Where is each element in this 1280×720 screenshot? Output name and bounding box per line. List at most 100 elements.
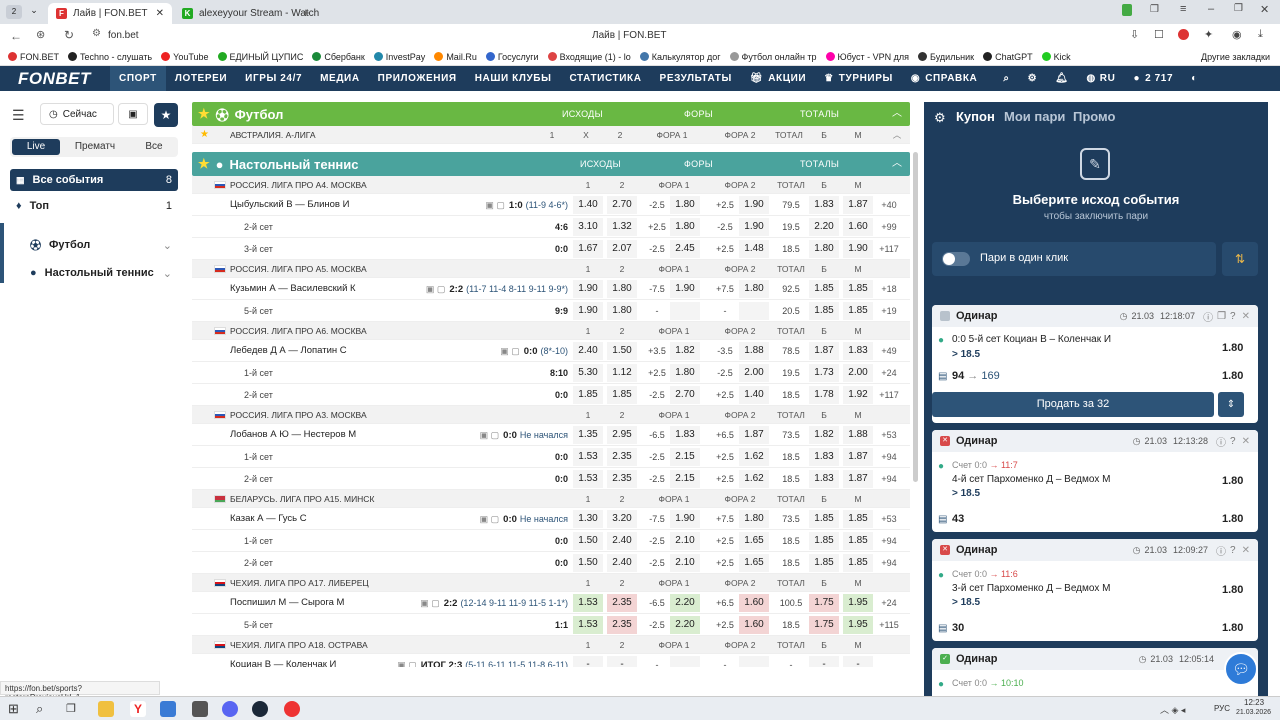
odd-cell[interactable]: 1.85: [843, 510, 873, 528]
more-markets[interactable]: +115: [879, 620, 899, 630]
clock-date[interactable]: 21.03.2026: [1236, 709, 1272, 716]
bet-card[interactable]: ✓ Одинар ◷ 21.03 12:05:14 ● Счет 0:0 → 1…: [932, 648, 1258, 700]
odd-cell[interactable]: 1.40: [573, 196, 603, 214]
odd-cell[interactable]: 1.40: [739, 386, 769, 404]
sub-row[interactable]: 1-й сет 0:0 1.53 2.35 -2.5 2.15 +2.5 1.62 18.5 1.…: [192, 446, 910, 468]
one-click-toggle[interactable]: [942, 252, 970, 266]
sub-row[interactable]: 2-й сет 0:0 1.53 2.35 -2.5 2.15 +2.5 1.62 18.5 1.…: [192, 468, 910, 490]
odd-cell[interactable]: 1.90: [573, 280, 603, 298]
sidebar-item-top[interactable]: ♦ Топ 1: [10, 195, 178, 217]
odd-cell[interactable]: 1.80: [670, 218, 700, 236]
nav-tournaments[interactable]: ♛ ТУРНИРЫ: [824, 73, 893, 84]
window-restore-icon[interactable]: ❐: [1150, 4, 1159, 15]
tab-list-chevron-icon[interactable]: ⌄: [30, 5, 38, 15]
odd-cell[interactable]: 2.15: [670, 470, 700, 488]
bookmark-item[interactable]: Mail.Ru: [434, 52, 477, 62]
odd-cell[interactable]: 2.15: [670, 448, 700, 466]
bookmark-icon[interactable]: ☐: [1154, 29, 1164, 41]
more-markets[interactable]: +94: [881, 558, 897, 568]
more-markets[interactable]: +117: [879, 390, 899, 400]
odd-cell[interactable]: 1.95: [843, 594, 873, 612]
nav-sport[interactable]: СПОРТ: [110, 66, 166, 91]
match-row[interactable]: Лебедев Д А — Лопатин С ▣ ▢ 0:0 (8*-10) 2.40…: [192, 340, 910, 362]
match-name[interactable]: Цыбульский В — Блинов И: [230, 199, 350, 210]
bookmark-item[interactable]: InvestPay: [373, 52, 425, 62]
odd-cell[interactable]: 1.85: [809, 510, 839, 528]
bookmark-item[interactable]: Kick: [1041, 52, 1071, 62]
keyboard-lang[interactable]: РУС: [1214, 704, 1231, 713]
bookmark-item[interactable]: YouTube: [161, 52, 209, 62]
col-outcomes[interactable]: ИСХОДЫ: [580, 159, 621, 169]
odd-cell[interactable]: 2.35: [607, 594, 637, 612]
extensions-icon[interactable]: ✦: [1204, 29, 1214, 41]
account-icon[interactable]: ◐: [1191, 73, 1198, 84]
odd-cell[interactable]: 1.95: [843, 616, 873, 634]
odd-cell[interactable]: 1.53: [573, 448, 603, 466]
nav-statistics[interactable]: СТАТИСТИКА: [569, 73, 642, 84]
odd-cell[interactable]: 1.53: [573, 594, 603, 612]
odd-cell[interactable]: 1.90: [739, 196, 769, 214]
odd-cell[interactable]: 1.12: [607, 364, 637, 382]
odd-cell[interactable]: 1.83: [670, 426, 700, 444]
more-markets[interactable]: +117: [879, 244, 899, 254]
chevron-down-icon[interactable]: ⌄: [162, 239, 172, 252]
odd-cell[interactable]: 1.83: [809, 448, 839, 466]
odd-cell[interactable]: 1.30: [573, 510, 603, 528]
file-explorer-icon[interactable]: [98, 701, 114, 717]
match-name[interactable]: Лобанов А Ю — Нестеров М: [230, 429, 357, 440]
more-markets[interactable]: +24: [881, 598, 897, 608]
odd-cell[interactable]: 1.90: [670, 510, 700, 528]
balance[interactable]: ● 2 717: [1133, 73, 1174, 84]
stream-icon[interactable]: ▣ ▢: [479, 430, 500, 440]
task-view-icon[interactable]: ❐: [66, 703, 76, 715]
odd-cell[interactable]: 2.20: [670, 616, 700, 634]
odd-cell[interactable]: 1.85: [843, 280, 873, 298]
bet-card[interactable]: ✕ Одинар ◷ 21.03 12:13:28 ⓘ ? ✕ ● Счет 0…: [932, 430, 1258, 532]
match-row[interactable]: Поспишил М — Сырога М ▣ ▢ 2:2 (12-14 9-11 1…: [192, 592, 910, 614]
odd-cell[interactable]: 1.50: [573, 554, 603, 572]
collapse-icon[interactable]: ︿: [892, 108, 903, 119]
bookmark-item[interactable]: Юбуст - VPN для: [825, 52, 909, 62]
odd-cell[interactable]: 1.87: [843, 448, 873, 466]
odd-cell[interactable]: [670, 302, 700, 320]
sub-row[interactable]: 3-й сет 0:0 1.67 2.07 -2.5 2.45 +2.5 1.48 18.5 1.…: [192, 238, 910, 260]
minimize-icon[interactable]: –: [1208, 3, 1215, 15]
chat-icon[interactable]: 💬︎: [1224, 652, 1258, 686]
odd-cell[interactable]: 1.83: [809, 196, 839, 214]
sub-row[interactable]: 1-й сет 8:10 5.30 1.12 +2.5 1.80 -2.5 2.00 19.5 1…: [192, 362, 910, 384]
bookmark-item[interactable]: FON.BET: [8, 52, 59, 62]
odd-cell[interactable]: 3.20: [607, 510, 637, 528]
stream-icon[interactable]: ▣ ▢: [420, 598, 440, 608]
odd-cell[interactable]: 2.00: [843, 364, 873, 382]
match-name[interactable]: Кузьмин А — Василевский К: [230, 283, 356, 294]
calculator-icon[interactable]: [160, 701, 176, 717]
help-icon[interactable]: ?: [1230, 435, 1236, 447]
bell-icon[interactable]: 🔔︎: [1055, 73, 1069, 84]
filter-live[interactable]: Live: [12, 139, 60, 155]
odd-cell[interactable]: 1.83: [809, 470, 839, 488]
nav-apps[interactable]: ПРИЛОЖЕНИЯ: [377, 73, 457, 84]
odd-cell[interactable]: 1.75: [809, 616, 839, 634]
odd-cell[interactable]: 1.92: [843, 386, 873, 404]
info-icon[interactable]: ⓘ: [1216, 437, 1227, 449]
col-handicaps[interactable]: ФОРЫ: [684, 159, 714, 169]
sidebar-item-football[interactable]: ⚽︎ Футбол ⌄: [24, 234, 178, 256]
url-field[interactable]: fon.bet: [108, 30, 139, 41]
sub-row[interactable]: 2-й сет 0:0 1.50 2.40 -2.5 2.10 +2.5 1.65 18.5 1.…: [192, 552, 910, 574]
more-markets[interactable]: +99: [881, 222, 897, 232]
col-totals[interactable]: ТОТАЛЫ: [800, 109, 840, 119]
settings-icon[interactable]: ⚙: [934, 110, 946, 125]
odd-cell[interactable]: 1.73: [809, 364, 839, 382]
info-icon[interactable]: ⓘ: [1203, 312, 1214, 324]
shield-icon[interactable]: ⊛: [36, 29, 46, 41]
back-icon[interactable]: ←: [10, 29, 22, 43]
stream-icon[interactable]: ▣ ▢: [479, 514, 500, 524]
discord-icon[interactable]: [222, 701, 238, 717]
tab-coupon[interactable]: Купон: [956, 109, 995, 124]
odd-cell[interactable]: 1.87: [739, 426, 769, 444]
odd-cell[interactable]: 1.85: [573, 386, 603, 404]
favorites-star-icon[interactable]: ★: [154, 103, 178, 127]
nav-media[interactable]: МЕДИА: [320, 73, 360, 84]
bookmark-item[interactable]: Будильник: [918, 52, 974, 62]
sub-row[interactable]: 2-й сет 0:0 1.85 1.85 -2.5 2.70 +2.5 1.40 18.5 1.…: [192, 384, 910, 406]
